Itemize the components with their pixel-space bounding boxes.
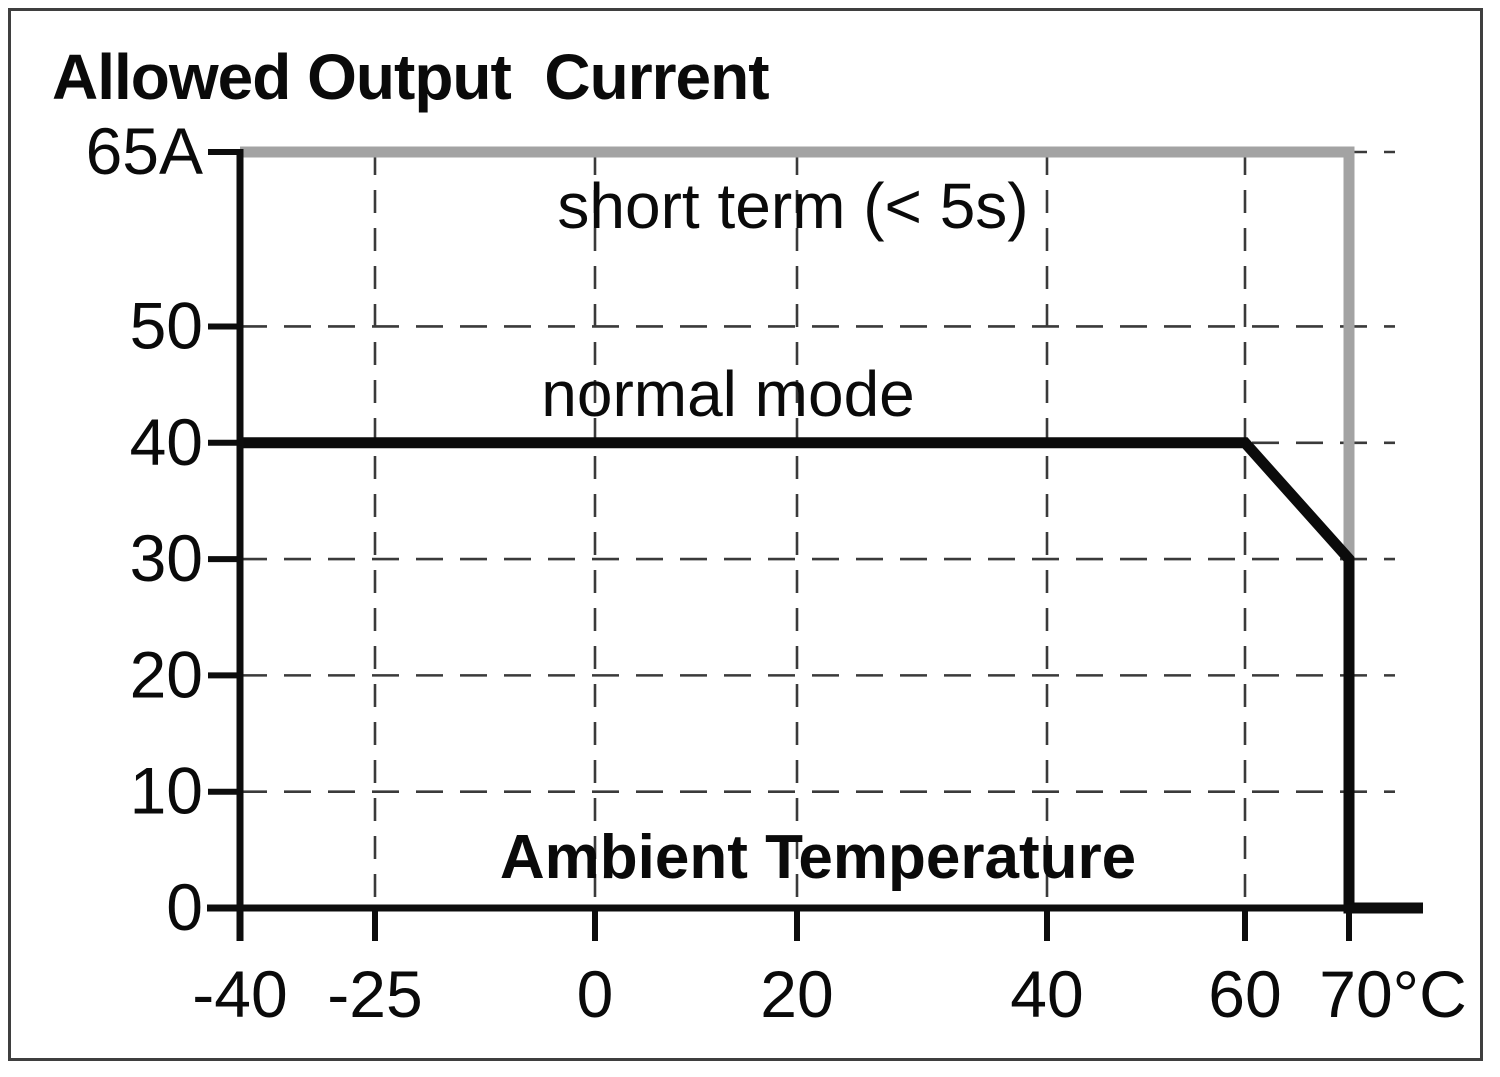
x-tick-label: 70°C xyxy=(1319,957,1466,1031)
axes-layer xyxy=(207,149,1423,941)
x-tick-label: 60 xyxy=(1208,957,1281,1031)
x-tick-label: -25 xyxy=(327,957,422,1031)
chart-frame xyxy=(8,8,1483,1061)
ticks-layer xyxy=(208,149,1352,941)
y-tick-label: 40 xyxy=(130,405,203,479)
chart-title: Allowed Output Current xyxy=(52,41,769,113)
normal-mode-series-label: normal mode xyxy=(541,358,915,430)
series-line-short-term xyxy=(240,146,1355,560)
x-tick-label: 20 xyxy=(760,957,833,1031)
y-tick-label: 20 xyxy=(130,637,203,711)
y-tick-label: 30 xyxy=(130,521,203,595)
series-lines-layer xyxy=(240,146,1423,914)
x-tick-label: 40 xyxy=(1010,957,1083,1031)
short-term-series-label: short term (< 5s) xyxy=(557,170,1028,242)
y-tick-label: 50 xyxy=(130,288,203,362)
x-tick-label: 0 xyxy=(577,957,614,1031)
y-tick-label: 65A xyxy=(86,114,203,188)
gridlines-layer xyxy=(240,150,1395,908)
tick-labels-layer: 0 10 20 30 40 50 65A -40 -25 0 20 40 60 70°C xyxy=(86,114,1467,1031)
y-tick-label: 0 xyxy=(166,870,203,944)
x-axis-title: Ambient Temperature xyxy=(500,823,1136,892)
x-tick-label: -40 xyxy=(192,957,287,1031)
y-tick-label: 10 xyxy=(130,754,203,828)
